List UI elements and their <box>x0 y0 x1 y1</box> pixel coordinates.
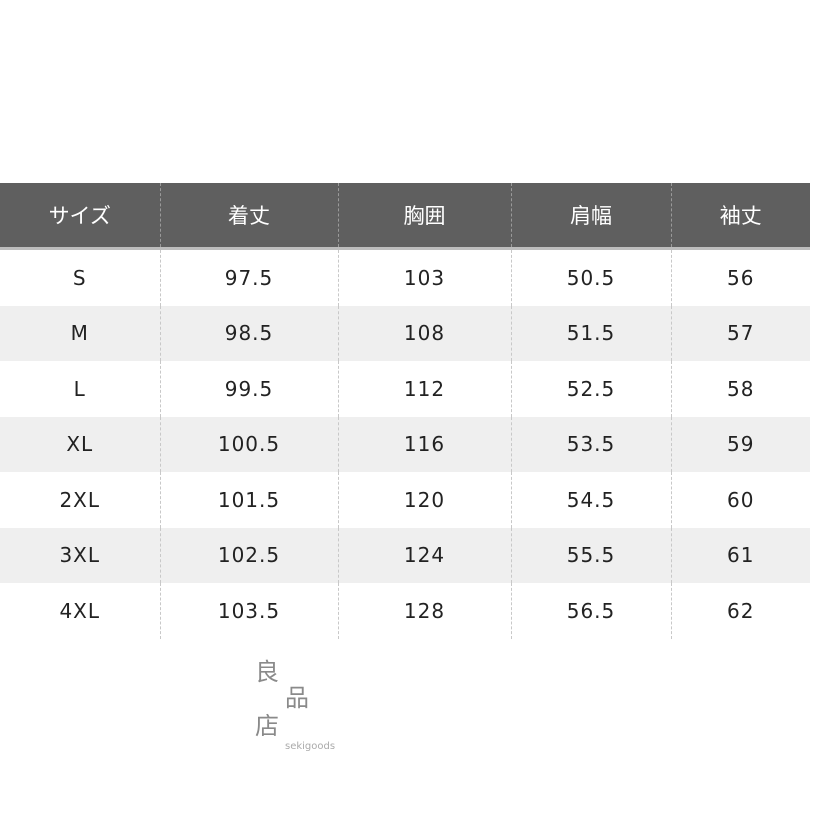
size-cell: 4XL <box>59 598 101 623</box>
size-cell: L <box>73 376 86 401</box>
measurement-cell: 97.5 <box>159 248 338 306</box>
measurement-cell: 59 <box>670 416 810 472</box>
watermark-char: 品 <box>285 684 309 712</box>
watermark-logo: 良 品 店 sekigoods <box>255 660 375 760</box>
size-cell: 3XL <box>0 527 160 583</box>
measurement-cell: 124 <box>337 527 511 583</box>
measurement-cell: 108 <box>337 305 511 361</box>
table-row: L 99.5 112 52.5 58 <box>0 361 810 417</box>
measurement-cell: 116 <box>337 416 511 472</box>
measurement-cell: 103 <box>337 248 511 306</box>
measurement-cell: 112 <box>337 361 511 417</box>
measurement-cell: 128 <box>337 583 511 639</box>
measurement-cell: 100.5 <box>159 416 338 472</box>
table-row: S 97.5 103 50.5 56 <box>0 248 810 306</box>
watermark-char: 良 <box>255 658 279 686</box>
measurement-cell: 51.5 <box>510 305 671 361</box>
table-row: 4XL 103.5 128 56.5 62 <box>0 583 810 639</box>
measurement-cell: 98.5 <box>159 305 338 361</box>
measurement-cell: 60 <box>670 472 810 528</box>
column-header: 袖丈 <box>670 183 810 250</box>
measurement-cell: 102.5 <box>159 527 338 583</box>
watermark-text: sekigoods <box>285 741 336 752</box>
table-row: 3XL 102.5 124 55.5 61 <box>0 527 810 583</box>
measurement-cell: 50.5 <box>510 248 671 306</box>
size-table: サイズ 着丈 胸囲 肩幅 袖丈 S 97.5 103 50.5 56 M 98.5 108 51.5 57… <box>0 183 810 639</box>
column-header: 肩幅 <box>510 183 671 250</box>
measurement-cell: 57 <box>670 305 810 361</box>
measurement-cell: 55.5 <box>510 527 671 583</box>
measurement-cell: 56.5 <box>510 583 671 639</box>
measurement-cell: 62 <box>670 583 810 639</box>
size-cell: M <box>0 305 160 361</box>
measurement-cell: 54.5 <box>510 472 671 528</box>
measurement-cell: 56 <box>670 248 810 306</box>
size-cell: XL <box>0 416 160 472</box>
measurement-cell: 103.5 <box>159 583 338 639</box>
measurement-cell: 58 <box>670 361 810 417</box>
column-header: 着丈 <box>159 183 338 250</box>
watermark-char: 店 <box>255 712 279 740</box>
column-header: サイズ <box>0 183 160 250</box>
header-row: サイズ 着丈 胸囲 肩幅 袖丈 <box>0 183 810 250</box>
table-row: XL 100.5 116 53.5 59 <box>0 416 810 472</box>
measurement-cell: 120 <box>337 472 511 528</box>
measurement-cell: 52.5 <box>510 361 671 417</box>
measurement-cell: 99.5 <box>159 361 338 417</box>
measurement-cell: 101.5 <box>159 472 338 528</box>
column-header: 胸囲 <box>337 183 511 250</box>
table-row: M 98.5 108 51.5 57 <box>0 305 810 361</box>
size-cell: S <box>72 265 87 290</box>
table-row: 2XL 101.5 120 54.5 60 <box>0 472 810 528</box>
measurement-cell: 61 <box>670 527 810 583</box>
measurement-cell: 53.5 <box>510 416 671 472</box>
size-cell: 2XL <box>59 487 101 512</box>
